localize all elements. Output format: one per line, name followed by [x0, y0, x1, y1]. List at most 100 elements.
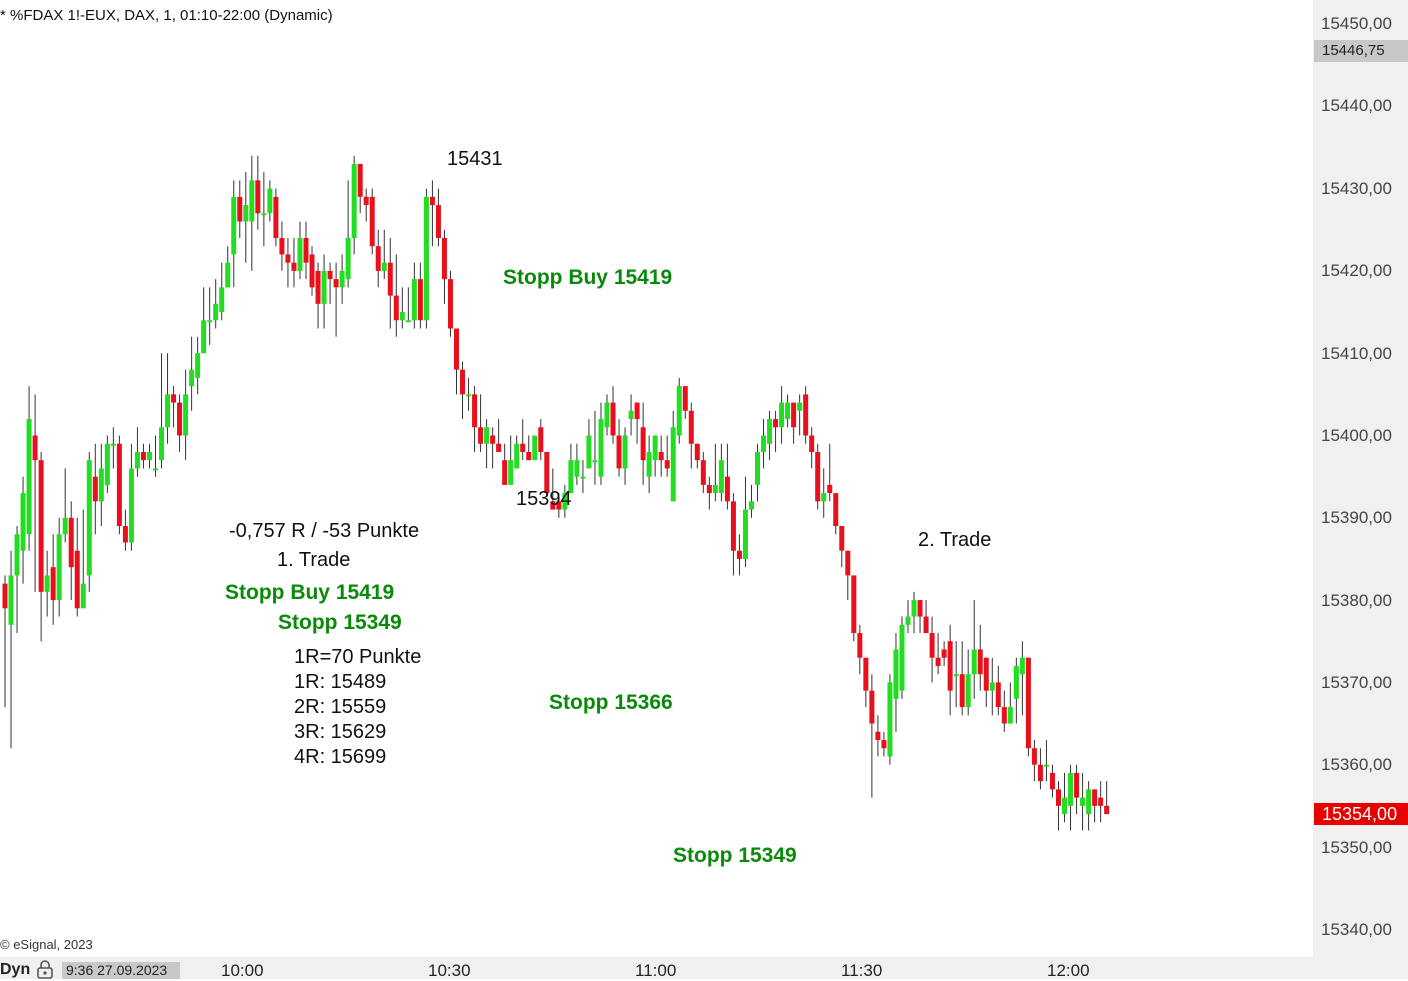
price-tick-label: 15370,00 — [1321, 673, 1392, 692]
candle-down — [694, 443, 700, 461]
r2-target-label: 2R: 15559 — [294, 696, 387, 718]
candle-up — [1043, 764, 1049, 767]
candle-up — [466, 394, 472, 397]
candle-down — [815, 451, 821, 502]
candle-up — [622, 435, 628, 469]
candle-up — [598, 419, 604, 477]
candle-up — [797, 402, 803, 411]
candle-down — [664, 460, 670, 469]
candle-up — [911, 600, 917, 617]
candle-up — [965, 674, 971, 708]
candle-down — [700, 460, 706, 485]
candle-down — [688, 410, 694, 444]
candle-down — [393, 295, 399, 321]
candle-down — [544, 451, 550, 494]
stopp-buy-label-top: Stopp Buy 15419 — [503, 266, 673, 289]
candle-up — [905, 616, 911, 625]
candle-down — [1025, 657, 1031, 749]
candle-down — [658, 451, 664, 461]
candle-up — [989, 682, 995, 691]
candle-down — [74, 550, 80, 609]
candle-up — [586, 435, 592, 469]
candle-down — [730, 501, 736, 551]
candle-down — [309, 254, 315, 288]
candle-down — [454, 328, 459, 370]
candle-down — [32, 435, 38, 461]
time-axis[interactable] — [0, 957, 1408, 979]
candle-up — [219, 287, 225, 313]
candle-down — [171, 394, 177, 403]
candle-down — [959, 674, 965, 708]
dynamic-mode-label[interactable]: Dyn — [0, 961, 31, 978]
candle-down — [92, 476, 98, 502]
candle-down — [1001, 707, 1007, 724]
candle-down — [291, 262, 297, 271]
price-axis[interactable] — [1313, 0, 1408, 957]
candle-up — [568, 460, 574, 494]
candle-down — [610, 402, 616, 436]
candle-down — [520, 443, 526, 452]
candle-down — [315, 270, 321, 304]
candle-up — [604, 402, 610, 428]
candle-up — [146, 451, 152, 461]
candle-down — [929, 633, 935, 658]
candle-down — [1056, 789, 1061, 806]
candle-down — [863, 657, 869, 691]
candle-down — [839, 526, 845, 551]
candle-down — [496, 443, 502, 452]
candle-up — [183, 394, 189, 436]
lock-icon[interactable] — [36, 960, 54, 979]
stopp-buy-label: Stopp Buy 15419 — [225, 581, 395, 604]
candle-down — [68, 517, 74, 568]
candle-up — [80, 583, 86, 609]
candle-up — [189, 369, 195, 387]
candle-up — [670, 427, 676, 502]
copyright-text: © eSignal, 2023 — [0, 937, 93, 952]
candle-down — [941, 649, 947, 658]
time-tick-label: 11:30 — [841, 961, 883, 980]
candle-down — [363, 196, 369, 206]
candle-down — [357, 163, 363, 197]
candle-up — [159, 427, 165, 461]
candle-up — [8, 575, 14, 625]
price-tick-label: 15340,00 — [1321, 920, 1392, 939]
candle-down — [447, 279, 453, 329]
candle-down — [640, 427, 646, 461]
candle-down — [827, 484, 833, 494]
candle-up — [1086, 789, 1092, 815]
candle-down — [1092, 789, 1098, 806]
candle-up — [399, 312, 405, 321]
candle-up — [86, 460, 92, 576]
candle-down — [977, 649, 983, 675]
candle-up — [411, 279, 417, 321]
candle-up — [742, 509, 748, 559]
candle-up — [153, 468, 158, 471]
candle-down — [634, 402, 640, 420]
chart-title: * %FDAX 1!-EUX, DAX, 1, 01:10-22:00 (Dyn… — [0, 7, 333, 24]
low-price-label: 15394 — [516, 488, 572, 510]
candle-up — [339, 270, 345, 288]
time-tick-label: 10:00 — [221, 961, 264, 980]
time-tick-label: 11:00 — [635, 961, 677, 980]
candle-down — [869, 690, 875, 724]
candle-down — [833, 493, 839, 527]
price-tick-label: 15420,00 — [1321, 261, 1392, 280]
candle-up — [165, 394, 171, 428]
candle-down — [2, 583, 8, 609]
candle-up — [249, 180, 255, 222]
candle-up — [104, 443, 110, 485]
candle-down — [917, 600, 923, 617]
candle-up — [195, 353, 201, 378]
candle-up — [321, 270, 327, 304]
candle-down — [140, 451, 146, 461]
candle-up — [971, 649, 977, 675]
last-price-marker: 15446,75 — [1314, 40, 1408, 62]
candle-up — [755, 451, 760, 485]
candle-down — [116, 443, 122, 527]
price-tick-label: 15410,00 — [1321, 344, 1392, 363]
trade-1-label: 1. Trade — [277, 549, 351, 571]
candlestick-series — [2, 155, 1110, 831]
candle-down — [387, 262, 393, 296]
price-tick-label: 15380,00 — [1321, 591, 1392, 610]
candle-down — [803, 394, 809, 436]
